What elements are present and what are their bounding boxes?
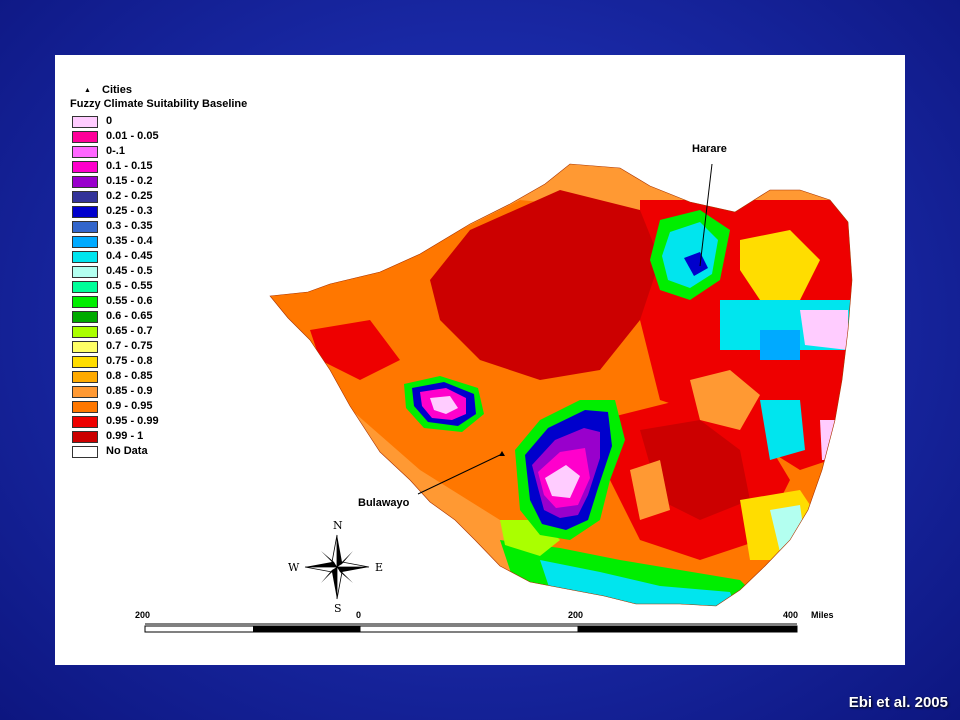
bulawayo-leader-line (417, 453, 503, 495)
city-triangle-icon: ▲ (84, 87, 91, 94)
scale-unit: Miles (811, 610, 834, 620)
legend-swatch (72, 401, 98, 413)
legend-swatch (72, 221, 98, 233)
bulawayo-marker[interactable]: Bulawayo (358, 451, 505, 509)
harare-leader-line (699, 163, 713, 267)
legend-swatch (72, 371, 98, 383)
legend-class-label: 0.4 - 0.45 (106, 250, 153, 262)
compass-s: S (334, 602, 342, 615)
legend-class-label: 0.6 - 0.65 (106, 310, 153, 322)
legend-cities-label: Cities (102, 84, 132, 96)
legend-swatch (72, 176, 98, 188)
legend-swatch (72, 431, 98, 443)
legend-class-label: 0.5 - 0.55 (106, 280, 153, 292)
legend-swatch (72, 146, 98, 158)
country-outline (269, 163, 853, 607)
legend-class-label: 0 (106, 115, 113, 127)
legend-swatch (72, 281, 98, 293)
legend-class-label: 0.35 - 0.4 (106, 235, 153, 247)
legend-class-label: 0.15 - 0.2 (106, 175, 153, 187)
legend-swatch (72, 326, 98, 338)
legend-swatch (72, 251, 98, 263)
legend-swatch (72, 386, 98, 398)
legend-class-label: 0.85 - 0.9 (106, 385, 153, 397)
legend-class-label: 0.25 - 0.3 (106, 205, 153, 217)
legend-class-label: 0.9 - 0.95 (106, 400, 153, 412)
compass-n: N (333, 519, 343, 532)
scale-label-200-left: 200 (135, 610, 151, 620)
legend-class-label: 0.01 - 0.05 (106, 130, 159, 142)
legend-class-label: 0.75 - 0.8 (106, 355, 153, 367)
bulawayo-label: Bulawayo (358, 497, 410, 509)
compass-rose-icon (304, 534, 370, 600)
legend-class-label: No Data (106, 445, 148, 457)
legend-class-label: 0.3 - 0.35 (106, 220, 153, 232)
north-arrow: N S E W (288, 519, 383, 615)
legend-class-label: 0.8 - 0.85 (106, 370, 153, 382)
legend-swatch (72, 416, 98, 428)
legend-class-label: 0.1 - 0.15 (106, 160, 153, 172)
legend-swatch (72, 266, 98, 278)
compass-e: E (375, 561, 383, 574)
legend-class-label: 0.99 - 1 (106, 430, 144, 442)
legend-swatch (72, 161, 98, 173)
legend-swatch (72, 296, 98, 308)
legend-swatch (72, 311, 98, 323)
harare-marker[interactable]: Harare (692, 143, 727, 267)
scale-label-400: 400 (783, 610, 799, 620)
legend-class-label: 0.55 - 0.6 (106, 295, 153, 307)
legend-swatch (72, 206, 98, 218)
suitability-raster (270, 164, 852, 606)
legend-swatch (72, 116, 98, 128)
compass-w: W (288, 561, 300, 574)
legend-class-label: 0.2 - 0.25 (106, 190, 153, 202)
legend-class-label: 0.7 - 0.75 (106, 340, 153, 352)
harare-label: Harare (692, 143, 727, 155)
citation-credit: Ebi et al. 2005 (848, 694, 948, 711)
scale-label-0: 0 (356, 610, 362, 620)
legend-title: Fuzzy Climate Suitability Baseline (70, 98, 248, 110)
legend-swatch (72, 446, 98, 458)
legend-cities: ▲ Cities (84, 84, 132, 96)
bulawayo-triangle-icon (499, 451, 505, 456)
legend-class-label: 0.45 - 0.5 (106, 265, 153, 277)
legend-swatch (72, 356, 98, 368)
legend-class-label: 0.65 - 0.7 (106, 325, 153, 337)
legend-class-label: 0.95 - 0.99 (106, 415, 159, 427)
scale-bar (144, 623, 798, 633)
legend-swatch (72, 236, 98, 248)
legend-swatch (72, 191, 98, 203)
legend-swatch (72, 341, 98, 353)
scale-label-200-right: 200 (568, 610, 584, 620)
legend-class-label: 0-.1 (106, 145, 125, 157)
legend-swatch (72, 131, 98, 143)
